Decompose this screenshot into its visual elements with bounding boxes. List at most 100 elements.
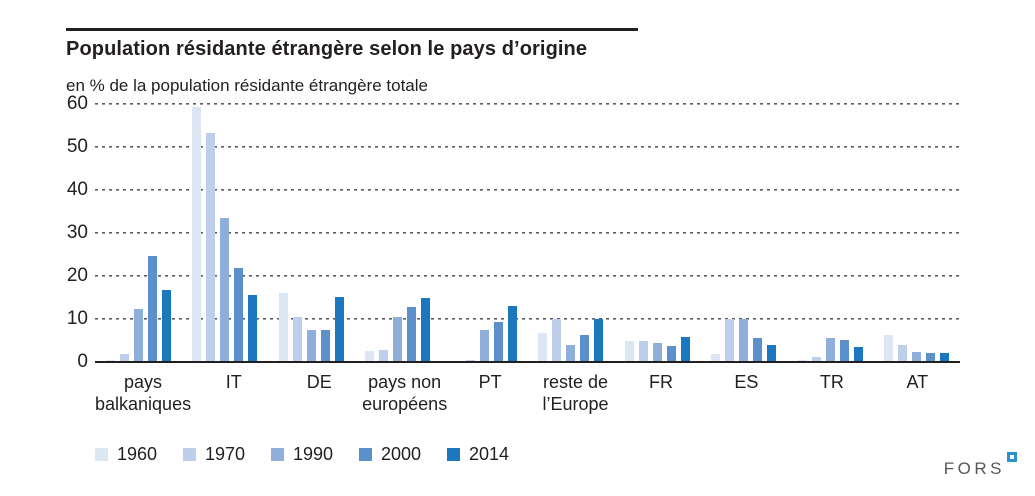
bar-1990 (652, 343, 662, 362)
gridline-40 (95, 189, 960, 191)
gridline-30 (95, 232, 960, 234)
y-tick-label-30: 30 (66, 222, 88, 243)
bar-2014 (334, 297, 344, 362)
x-label-6: reste de l’Europe (542, 372, 609, 414)
legend-label: 1970 (205, 444, 246, 464)
bar-group-2 (182, 104, 269, 362)
bar-1960 (365, 350, 375, 362)
y-tick-label-60: 60 (66, 93, 88, 114)
legend-item-1970: 1970 (183, 444, 246, 465)
x-label-3: DE (306, 372, 332, 392)
x-label-5: PT (478, 372, 502, 392)
bar-1970 (292, 316, 302, 362)
bar-1970 (811, 357, 821, 362)
bar-group-5 (441, 104, 528, 362)
y-tick-label-50: 50 (66, 136, 88, 157)
legend-item-1960: 1960 (95, 444, 158, 465)
bar-2000 (926, 353, 936, 362)
bar-2000 (580, 335, 590, 362)
bar-2014 (161, 290, 171, 362)
bar-1970 (725, 319, 735, 362)
gridline-50 (95, 146, 960, 148)
bar-1990 (479, 330, 489, 362)
legend-label: 2000 (381, 444, 422, 464)
bar-group-10 (874, 104, 961, 362)
bar-1970 (206, 132, 216, 362)
bar-1990 (306, 330, 316, 362)
x-axis-line (95, 361, 960, 363)
bar-2014 (767, 344, 777, 362)
bar-2000 (147, 256, 157, 362)
y-tick-label-10: 10 (66, 308, 88, 329)
bar-2014 (507, 306, 517, 362)
bar-1970 (898, 345, 908, 362)
bar-1960 (192, 106, 202, 362)
x-label-7: FR (648, 372, 673, 392)
bar-1970 (379, 350, 389, 362)
legend-item-1990: 1990 (271, 444, 334, 465)
fors-logo-mark-icon (1007, 452, 1017, 462)
bar-1960 (884, 335, 894, 362)
bar-2014 (940, 352, 950, 362)
x-label-2: IT (225, 372, 242, 392)
bar-1990 (566, 345, 576, 362)
bar-1990 (393, 316, 403, 362)
bar-groups (95, 104, 960, 362)
fors-logo-text: FORS (943, 459, 1005, 478)
bar-2000 (493, 322, 503, 362)
bar-2014 (680, 337, 690, 362)
legend-swatch-icon (95, 448, 108, 461)
bar-1960 (624, 340, 634, 362)
plot-area (95, 103, 960, 363)
x-label-1: pays balkaniques (95, 372, 192, 414)
y-tick-label-0: 0 (77, 351, 88, 372)
x-label-10: AT (906, 372, 929, 392)
legend-swatch-icon (183, 448, 196, 461)
fors-logo: FORS (944, 452, 1017, 479)
x-label-9: TR (819, 372, 844, 392)
bar-1970 (119, 353, 129, 362)
legend-label: 1960 (117, 444, 158, 464)
legend-swatch-icon (359, 448, 372, 461)
bar-group-9 (787, 104, 874, 362)
y-axis: 0 10 20 30 40 50 60 (30, 93, 88, 372)
y-tick-label-20: 20 (66, 265, 88, 286)
bar-group-4 (355, 104, 442, 362)
bar-2014 (594, 319, 604, 362)
legend-swatch-icon (447, 448, 460, 461)
bar-2014 (248, 294, 258, 362)
x-axis-labels: pays balkaniques IT DE pays non européens PT… (95, 371, 960, 415)
bar-group-6 (528, 104, 615, 362)
y-tick-label-40: 40 (66, 179, 88, 200)
bar-1970 (465, 359, 475, 362)
bar-1990 (220, 217, 230, 362)
bar-2000 (666, 345, 676, 362)
legend-label: 2014 (469, 444, 510, 464)
bar-group-7 (614, 104, 701, 362)
bar-2014 (853, 347, 863, 362)
bar-group-3 (268, 104, 355, 362)
bar-2000 (407, 306, 417, 362)
legend-item-2014: 2014 (447, 444, 510, 465)
bar-1960 (711, 353, 721, 362)
bar-2000 (839, 339, 849, 362)
gridline-10 (95, 318, 960, 320)
bar-2000 (753, 337, 763, 362)
chart-subtitle: en % de la population résidante étrangèr… (66, 76, 428, 95)
bar-1990 (739, 318, 749, 362)
bar-2000 (234, 267, 244, 362)
bar-2014 (421, 297, 431, 362)
bar-2000 (320, 329, 330, 362)
bar-1990 (133, 309, 143, 362)
gridline-60 (95, 103, 960, 105)
chart-title: Population résidante étrangère selon le … (66, 38, 588, 60)
legend-swatch-icon (271, 448, 284, 461)
title-rule (66, 28, 638, 31)
bar-group-1 (95, 104, 182, 362)
x-label-4: pays non européens (362, 372, 448, 414)
bar-1990 (912, 351, 922, 362)
legend: 1960 1970 1990 2000 2014 (95, 444, 510, 465)
legend-item-2000: 2000 (359, 444, 422, 465)
legend-label: 1990 (293, 444, 334, 464)
bar-1990 (825, 337, 835, 362)
